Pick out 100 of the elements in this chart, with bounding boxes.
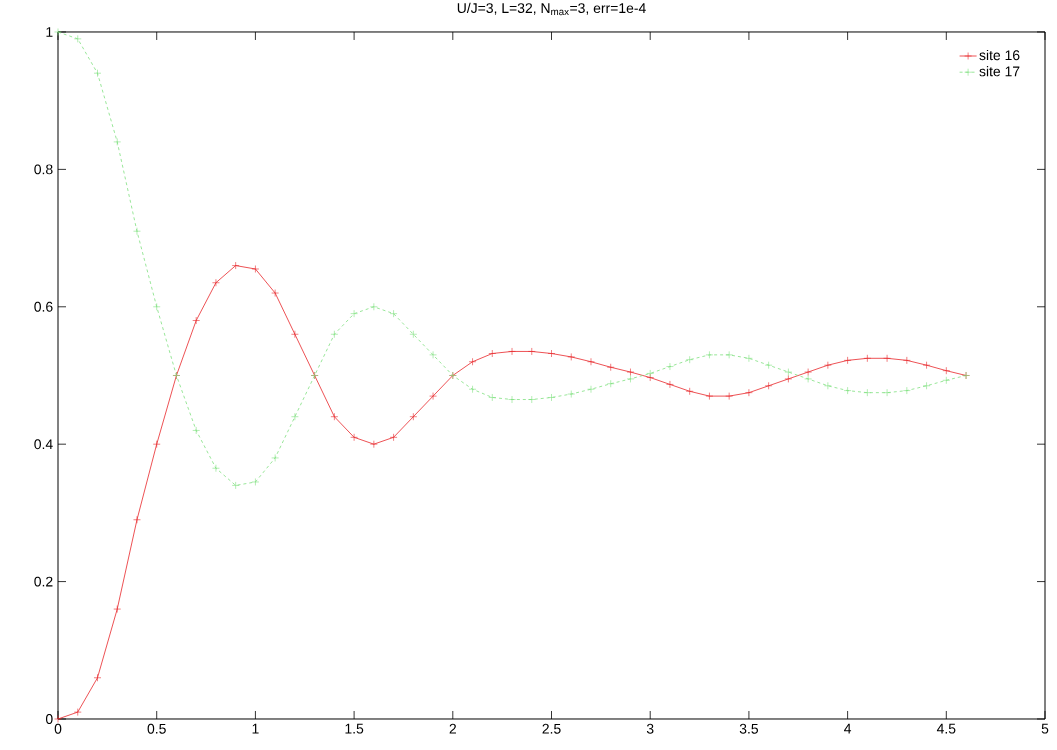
point — [942, 366, 951, 375]
point — [488, 393, 497, 402]
point — [251, 478, 260, 486]
point — [508, 395, 516, 404]
point — [350, 309, 358, 318]
point — [705, 351, 714, 359]
point — [330, 412, 339, 421]
y-tick-label: 0 — [45, 714, 53, 724]
point — [606, 379, 615, 388]
point — [291, 330, 299, 339]
point — [863, 388, 872, 397]
y-tick-label: 0.6 — [34, 301, 53, 312]
x-tick-label: 1.5 — [345, 723, 364, 734]
point — [685, 355, 694, 364]
point — [942, 376, 951, 385]
y-tick-label: 0.4 — [34, 439, 53, 450]
point — [567, 353, 576, 361]
x-tick-label: 0.5 — [147, 723, 166, 734]
point — [666, 380, 674, 389]
point — [883, 354, 891, 363]
point — [922, 381, 931, 390]
point — [705, 392, 714, 400]
point — [922, 361, 931, 369]
point — [271, 289, 279, 297]
point — [764, 381, 773, 390]
chart-title: U/J=3, L=32, N$_{max}$=3, err=1e-4 — [457, 2, 646, 16]
point — [488, 349, 497, 358]
point — [567, 390, 576, 398]
point — [903, 356, 911, 365]
point — [824, 381, 832, 390]
x-tick-label: 2.5 — [542, 723, 561, 734]
x-tick-label: 3.5 — [739, 723, 759, 734]
point — [73, 708, 82, 716]
point — [468, 385, 477, 394]
point — [508, 347, 516, 356]
legend-label: site 17 — [979, 66, 1020, 77]
y-tick-label: 0.2 — [34, 576, 53, 587]
point — [409, 412, 418, 421]
point — [764, 361, 773, 369]
point — [133, 515, 141, 524]
point — [784, 375, 793, 383]
point — [843, 386, 852, 395]
point — [685, 387, 694, 396]
point — [271, 454, 279, 462]
point — [804, 375, 812, 383]
point — [330, 330, 339, 339]
point — [251, 265, 260, 273]
point — [370, 302, 378, 311]
x-tick-label: 4.5 — [936, 723, 956, 734]
point — [231, 261, 240, 270]
point — [370, 440, 378, 448]
point — [824, 361, 832, 369]
point — [152, 302, 161, 311]
point — [133, 227, 141, 236]
y-tick-label: 0.8 — [34, 164, 53, 175]
point — [863, 354, 872, 363]
x-tick-label: 0 — [54, 723, 62, 734]
point — [389, 309, 398, 318]
point — [192, 316, 200, 325]
point — [192, 426, 200, 435]
point — [527, 395, 536, 404]
point — [903, 386, 911, 395]
point — [725, 351, 733, 359]
point — [804, 368, 812, 376]
point — [73, 35, 82, 43]
point — [231, 481, 240, 490]
point — [429, 351, 437, 359]
point — [606, 363, 615, 372]
point — [212, 464, 220, 473]
x-tick-label: 2 — [449, 723, 456, 734]
point — [212, 278, 220, 287]
point — [527, 347, 536, 356]
point — [646, 369, 655, 378]
x-tick-label: 1 — [252, 723, 259, 734]
point — [93, 673, 102, 682]
x-tick-label: 5 — [1041, 723, 1049, 734]
point — [587, 385, 595, 394]
point — [587, 357, 595, 366]
point — [152, 440, 161, 448]
point — [389, 433, 398, 442]
point — [291, 412, 299, 421]
point — [745, 354, 753, 363]
point — [54, 28, 62, 36]
y-tick-label: 1 — [46, 27, 53, 37]
point — [54, 715, 62, 723]
x-tick-label: 4 — [844, 723, 852, 734]
point — [626, 368, 635, 376]
point — [725, 392, 733, 400]
point — [843, 356, 852, 365]
point — [409, 330, 418, 339]
point — [468, 357, 477, 366]
point — [113, 605, 122, 613]
point — [429, 392, 437, 400]
point — [883, 388, 891, 397]
point — [350, 433, 358, 442]
point — [666, 362, 674, 371]
legend-label: site 16 — [979, 49, 1020, 61]
x-tick-label: 3 — [646, 723, 654, 734]
point — [626, 375, 635, 383]
point — [745, 388, 753, 397]
